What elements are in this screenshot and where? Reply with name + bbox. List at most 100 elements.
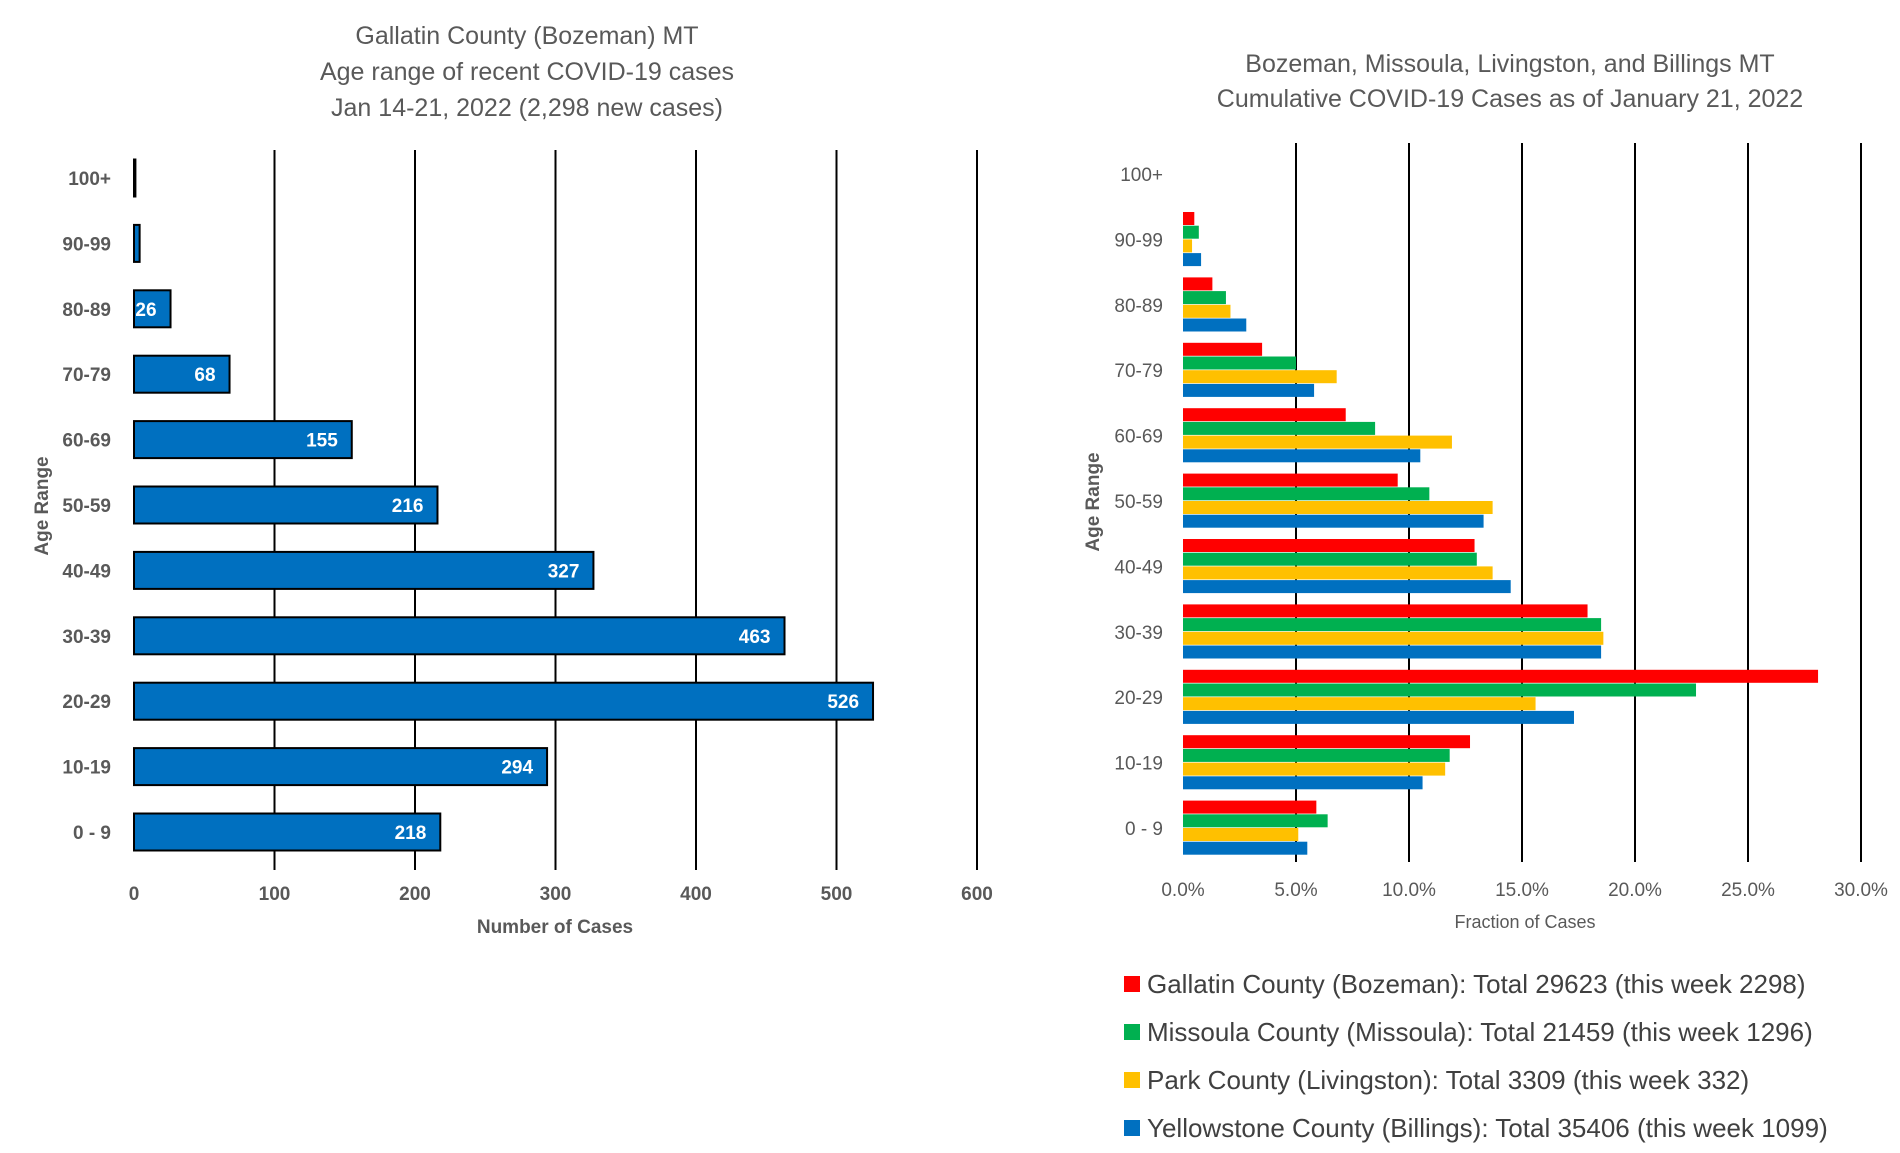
chart2-bar-30-39-series-2 (1183, 618, 1602, 632)
chart2-bar-90-99-series-4 (1183, 253, 1202, 267)
chart2-bar-0-9-series-2 (1183, 814, 1328, 828)
chart2-legend-swatch (1124, 1072, 1140, 1088)
chart1-category-label: 40-49 (62, 561, 111, 582)
chart2-bar-10-19-series-3 (1183, 762, 1446, 776)
chart1-data-label: 526 (827, 692, 859, 713)
chart2-bar-70-79-series-4 (1183, 383, 1315, 397)
chart1-x-axis-title: Number of Cases (477, 917, 633, 938)
chart2-legend-swatch (1124, 976, 1140, 992)
chart2-category-label: 20-29 (1114, 688, 1163, 709)
chart2-bar-70-79-series-3 (1183, 370, 1337, 384)
chart2-legend-label: Yellowstone County (Billings): Total 354… (1147, 1113, 1828, 1143)
chart2-bar-50-59-series-3 (1183, 501, 1493, 514)
chart2-bar-80-89-series-4 (1183, 318, 1247, 332)
age-range-cases-chart: Gallatin County (Bozeman) MT Age range o… (32, 22, 993, 938)
chart1-bar-100 (133, 158, 137, 198)
chart2-bar-0-9-series-3 (1183, 828, 1299, 841)
chart1-bar-60-69 (133, 420, 353, 460)
chart1-x-tick-label: 0 (129, 884, 140, 905)
chart1-data-label: 327 (548, 561, 580, 582)
chart1-bar-80-89 (133, 289, 172, 329)
chart1-bar-0-9 (133, 812, 442, 852)
chart1-category-label: 10-19 (62, 758, 111, 779)
chart1-category-label: 50-59 (62, 496, 111, 517)
chart1-bar-20-29 (133, 681, 875, 721)
chart2-bar-10-19-series-2 (1183, 748, 1450, 762)
chart1-category-label: 90-99 (62, 234, 111, 255)
chart1-title-line-1: Gallatin County (Bozeman) MT (355, 22, 698, 50)
chart1-title-line-2: Age range of recent COVID-19 cases (320, 58, 734, 86)
chart2-bar-20-29-series-1 (1183, 669, 1819, 683)
chart2-bar-70-79-series-1 (1183, 342, 1263, 356)
chart1-x-tick-label: 600 (961, 884, 993, 905)
chart2-legend-swatch (1124, 1024, 1140, 1040)
chart2-bar-30-39-series-3 (1183, 631, 1604, 645)
chart2-x-tick-label: 10.0% (1382, 880, 1436, 901)
chart2-bar-50-59-series-1 (1183, 473, 1398, 487)
chart2-x-tick-label: 15.0% (1495, 880, 1549, 901)
chart1-category-label: 30-39 (62, 627, 111, 648)
chart1-bar-10-19 (133, 747, 549, 787)
chart2-bar-90-99-series-2 (1183, 225, 1199, 239)
chart1-data-label: 26 (135, 300, 156, 321)
chart2-category-label: 70-79 (1114, 361, 1163, 382)
chart2-bar-60-69-series-4 (1183, 449, 1421, 463)
chart1-bar-30-39 (133, 616, 786, 656)
chart2-title: Bozeman, Missoula, Livingston, and Billi… (1217, 50, 1803, 113)
chart2-bar-70-79-series-2 (1183, 356, 1296, 370)
chart2-bar-20-29-series-3 (1183, 697, 1536, 711)
chart2-category-label: 60-69 (1114, 427, 1163, 448)
chart2-y-axis-title: Age Range (1083, 452, 1104, 551)
chart2-legend-label: Park County (Livingston): Total 3309 (th… (1147, 1065, 1749, 1095)
chart2-category-label: 0 - 9 (1125, 819, 1163, 840)
chart2-bar-0-9-series-4 (1183, 841, 1308, 855)
chart2-x-tick-label: 25.0% (1721, 880, 1775, 901)
cumulative-fraction-chart: Bozeman, Missoula, Livingston, and Billi… (1083, 50, 1888, 1143)
chart2-title-line-2: Cumulative COVID-19 Cases as of January … (1217, 85, 1803, 113)
chart2-x-axis-title: Fraction of Cases (1454, 912, 1595, 932)
chart1-data-label: 218 (395, 823, 427, 844)
chart1-data-label: 155 (306, 431, 338, 452)
chart2-legend-swatch (1124, 1120, 1140, 1136)
chart2-bars (1183, 212, 1819, 855)
chart2-category-label: 80-89 (1114, 296, 1163, 317)
chart1-category-label: 0 - 9 (73, 823, 111, 844)
chart1-bar-90-99 (133, 223, 141, 263)
chart2-category-label: 40-49 (1114, 557, 1163, 578)
chart1-x-tick-label: 400 (680, 884, 712, 905)
chart1-data-label: 294 (501, 758, 533, 779)
chart1-x-tick-label: 500 (821, 884, 853, 905)
chart2-bar-0-9-series-1 (1183, 800, 1317, 814)
chart2-bar-30-39-series-4 (1183, 645, 1602, 659)
chart1-title-line-3: Jan 14-21, 2022 (2,298 new cases) (331, 94, 723, 122)
chart1-data-label: 216 (392, 496, 424, 517)
chart2-bar-30-39-series-1 (1183, 604, 1588, 618)
chart1-bars: 218 294 526 463 327 216 155 68 26 (133, 158, 875, 852)
chart1-x-tick-label: 300 (540, 884, 572, 905)
chart1-category-label: 60-69 (62, 431, 111, 452)
chart2-bar-80-89-series-2 (1183, 291, 1226, 305)
chart1-category-label: 80-89 (62, 300, 111, 321)
chart2-title-line-1: Bozeman, Missoula, Livingston, and Billi… (1245, 50, 1774, 78)
chart2-x-tick-label: 0.0% (1161, 880, 1204, 901)
chart2-bar-40-49-series-2 (1183, 552, 1477, 566)
chart1-category-label: 70-79 (62, 365, 111, 386)
chart2-category-label: 10-19 (1114, 754, 1163, 775)
chart2-bar-40-49-series-1 (1183, 539, 1475, 552)
chart2-x-tick-label: 30.0% (1834, 880, 1888, 901)
chart2-bar-20-29-series-2 (1183, 683, 1697, 697)
chart1-x-tick-labels: 0 100 200 300 400 500 600 (129, 884, 993, 905)
chart2-category-label: 50-59 (1114, 492, 1163, 513)
chart2-bar-50-59-series-2 (1183, 487, 1430, 501)
chart2-category-label: 30-39 (1114, 623, 1163, 644)
chart2-category-labels: 0 - 9 10-19 20-29 30-39 40-49 50-59 60-69 70-79… (1114, 165, 1163, 840)
chart1-y-axis-title: Age Range (32, 456, 53, 555)
chart1-data-label: 68 (194, 365, 215, 386)
chart2-bar-10-19-series-1 (1183, 735, 1471, 749)
chart2-bar-50-59-series-4 (1183, 514, 1484, 528)
chart2-category-label: 100+ (1120, 165, 1163, 186)
chart1-category-labels: 0 - 9 10-19 20-29 30-39 40-49 50-59 60-69 70-79… (62, 169, 111, 844)
chart1-category-label: 100+ (68, 169, 111, 190)
chart2-bar-40-49-series-3 (1183, 566, 1493, 580)
